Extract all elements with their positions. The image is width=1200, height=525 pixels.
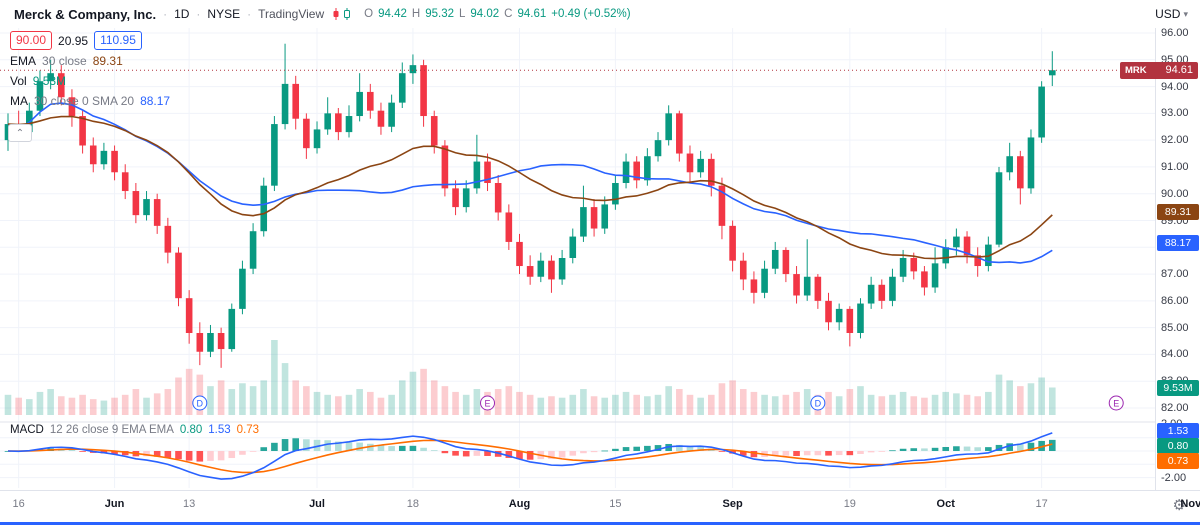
open-value: 94.42 bbox=[378, 8, 407, 20]
macd-badge: 1.53 bbox=[1157, 422, 1199, 439]
time-axis-label: Nov bbox=[1180, 498, 1200, 510]
change-value: +0.49 (+0.52%) bbox=[551, 8, 631, 20]
gridlines bbox=[0, 28, 1155, 488]
volume-indicator-row[interactable]: Vol 9.53M bbox=[10, 72, 170, 89]
ma-price-badge: 88.17 bbox=[1157, 234, 1199, 251]
time-axis-label: Jul bbox=[309, 498, 325, 510]
volume-badge: 9.53M bbox=[1157, 379, 1199, 396]
gear-icon[interactable]: ⚙ bbox=[1172, 497, 1186, 514]
bottom-accent-bar bbox=[0, 522, 1200, 525]
axis-price-label: 93.00 bbox=[1161, 107, 1189, 120]
time-axis-label: Aug bbox=[508, 498, 531, 510]
time-axis-label: Oct bbox=[936, 498, 955, 510]
time-axis[interactable]: ⚙ 16 Jun 13 Jul 18 Aug 15 Sep 19 Oct 17 Nov bbox=[0, 490, 1200, 522]
macd-line-value: 1.53 bbox=[208, 424, 231, 436]
ma-name: MA bbox=[10, 93, 28, 108]
overlay-lines bbox=[7, 102, 1053, 264]
chevron-up-icon: ⌃ bbox=[15, 127, 25, 139]
close-value: 94.61 bbox=[517, 8, 547, 20]
time-axis-label: 18 bbox=[406, 498, 420, 510]
separator-dot: · bbox=[247, 7, 252, 21]
currency-label: USD bbox=[1155, 7, 1181, 21]
interval-selector[interactable]: 1D bbox=[174, 7, 190, 21]
axis-price-label: 87.00 bbox=[1161, 268, 1189, 281]
close-label: C bbox=[504, 8, 513, 20]
macd-name: MACD bbox=[10, 424, 44, 436]
macd-histogram bbox=[4, 438, 1056, 462]
time-axis-label: 13 bbox=[183, 498, 196, 510]
open-label: O bbox=[364, 8, 374, 20]
svg-text:E: E bbox=[485, 399, 491, 409]
high-label: H bbox=[411, 8, 421, 20]
axis-price-label: 84.00 bbox=[1161, 348, 1189, 361]
ma-params: 30 close 0 SMA 20 bbox=[34, 93, 135, 108]
time-axis-label: Jun bbox=[104, 498, 125, 510]
macd-signal-value: 0.73 bbox=[236, 424, 260, 436]
level-low-box: 90.00 bbox=[10, 31, 53, 50]
svg-text:D: D bbox=[815, 399, 822, 409]
axis-price-label: 92.00 bbox=[1161, 134, 1189, 147]
macd-lines bbox=[7, 432, 1053, 480]
axis-price-label: 82.00 bbox=[1161, 402, 1189, 414]
axis-price-label: -2.00 bbox=[1161, 471, 1187, 484]
ohlc-readout: O 94.42 H 95.32 L 94.02 C 94.61 +0.49 (+… bbox=[364, 8, 630, 20]
symbol-price-badge: MRK 94.61 bbox=[1120, 61, 1198, 79]
axis-price-label: 91.00 bbox=[1161, 160, 1189, 173]
symbol-badge-ticker: MRK bbox=[1125, 64, 1147, 76]
time-axis-label: Sep bbox=[722, 498, 743, 510]
axis-price-label: 85.00 bbox=[1161, 321, 1189, 334]
ema-params: 30 close bbox=[42, 53, 87, 68]
volume-name: Vol bbox=[10, 73, 27, 88]
ema-name: EMA bbox=[10, 53, 37, 68]
ema-value: 89.31 bbox=[92, 53, 123, 68]
time-axis-label: 17 bbox=[1035, 498, 1048, 510]
macd-signal-line bbox=[7, 439, 1053, 474]
axis-price-label: 96.00 bbox=[1161, 27, 1189, 39]
currency-selector[interactable]: USD ▾ bbox=[1155, 7, 1188, 21]
provider-label: TradingView bbox=[258, 7, 325, 21]
chart-header: Merck & Company, Inc. · 1D · NYSE · Trad… bbox=[0, 0, 1200, 28]
chevron-down-icon: ▾ bbox=[1183, 8, 1188, 19]
axis-price-label: 86.00 bbox=[1161, 294, 1189, 307]
candles bbox=[4, 43, 1056, 368]
svg-text:D: D bbox=[197, 399, 204, 409]
macd-hist-value: 0.80 bbox=[179, 424, 203, 436]
ema-line bbox=[7, 115, 1053, 260]
price-axis[interactable]: 96.00 95.00 94.00 93.00 92.00 91.00 90.00 89.00… bbox=[1155, 27, 1200, 490]
separator-dot: · bbox=[196, 7, 201, 21]
levels-indicator-row[interactable]: 90.00 20.95 110.95 bbox=[10, 31, 170, 50]
separator-dot: · bbox=[163, 7, 168, 21]
time-axis-label: 16 bbox=[12, 498, 25, 510]
low-label: L bbox=[458, 8, 466, 20]
volume-bars bbox=[4, 340, 1056, 415]
macd-badge: 0.73 bbox=[1157, 452, 1199, 469]
macd-params: 12 26 close 9 EMA EMA bbox=[49, 424, 174, 436]
symbol-name[interactable]: Merck & Company, Inc. bbox=[14, 6, 157, 22]
ma-value: 88.17 bbox=[140, 93, 171, 108]
candles-icon bbox=[330, 7, 354, 21]
ema-indicator-row[interactable]: EMA 30 close 89.31 bbox=[10, 52, 170, 69]
macd-line bbox=[7, 432, 1053, 480]
svg-text:E: E bbox=[1113, 399, 1119, 409]
ema-price-badge: 89.31 bbox=[1157, 204, 1199, 221]
macd-badge: 0.80 bbox=[1157, 437, 1199, 454]
exchange-label: NYSE bbox=[207, 7, 241, 21]
volume-value: 9.53M bbox=[32, 73, 67, 88]
macd-legend-row[interactable]: MACD 12 26 close 9 EMA EMA 0.80 1.53 0.7… bbox=[10, 424, 259, 436]
axis-price-label: 90.00 bbox=[1161, 187, 1189, 200]
indicator-legends: 90.00 20.95 110.95 EMA 30 close 89.31 Vo… bbox=[10, 31, 170, 112]
time-axis-label: 15 bbox=[609, 498, 622, 510]
axis-price-label: 94.00 bbox=[1161, 80, 1189, 93]
symbol-badge-price: 94.61 bbox=[1165, 64, 1193, 77]
level-mid-value: 20.95 bbox=[58, 33, 89, 48]
low-value: 94.02 bbox=[470, 8, 500, 20]
high-value: 95.32 bbox=[425, 8, 454, 20]
collapse-legends-button[interactable]: ⌃ bbox=[8, 124, 32, 142]
level-high-box: 110.95 bbox=[94, 31, 142, 50]
ma-indicator-row[interactable]: MA 30 close 0 SMA 20 88.17 bbox=[10, 92, 170, 109]
time-axis-label: 19 bbox=[843, 498, 856, 510]
